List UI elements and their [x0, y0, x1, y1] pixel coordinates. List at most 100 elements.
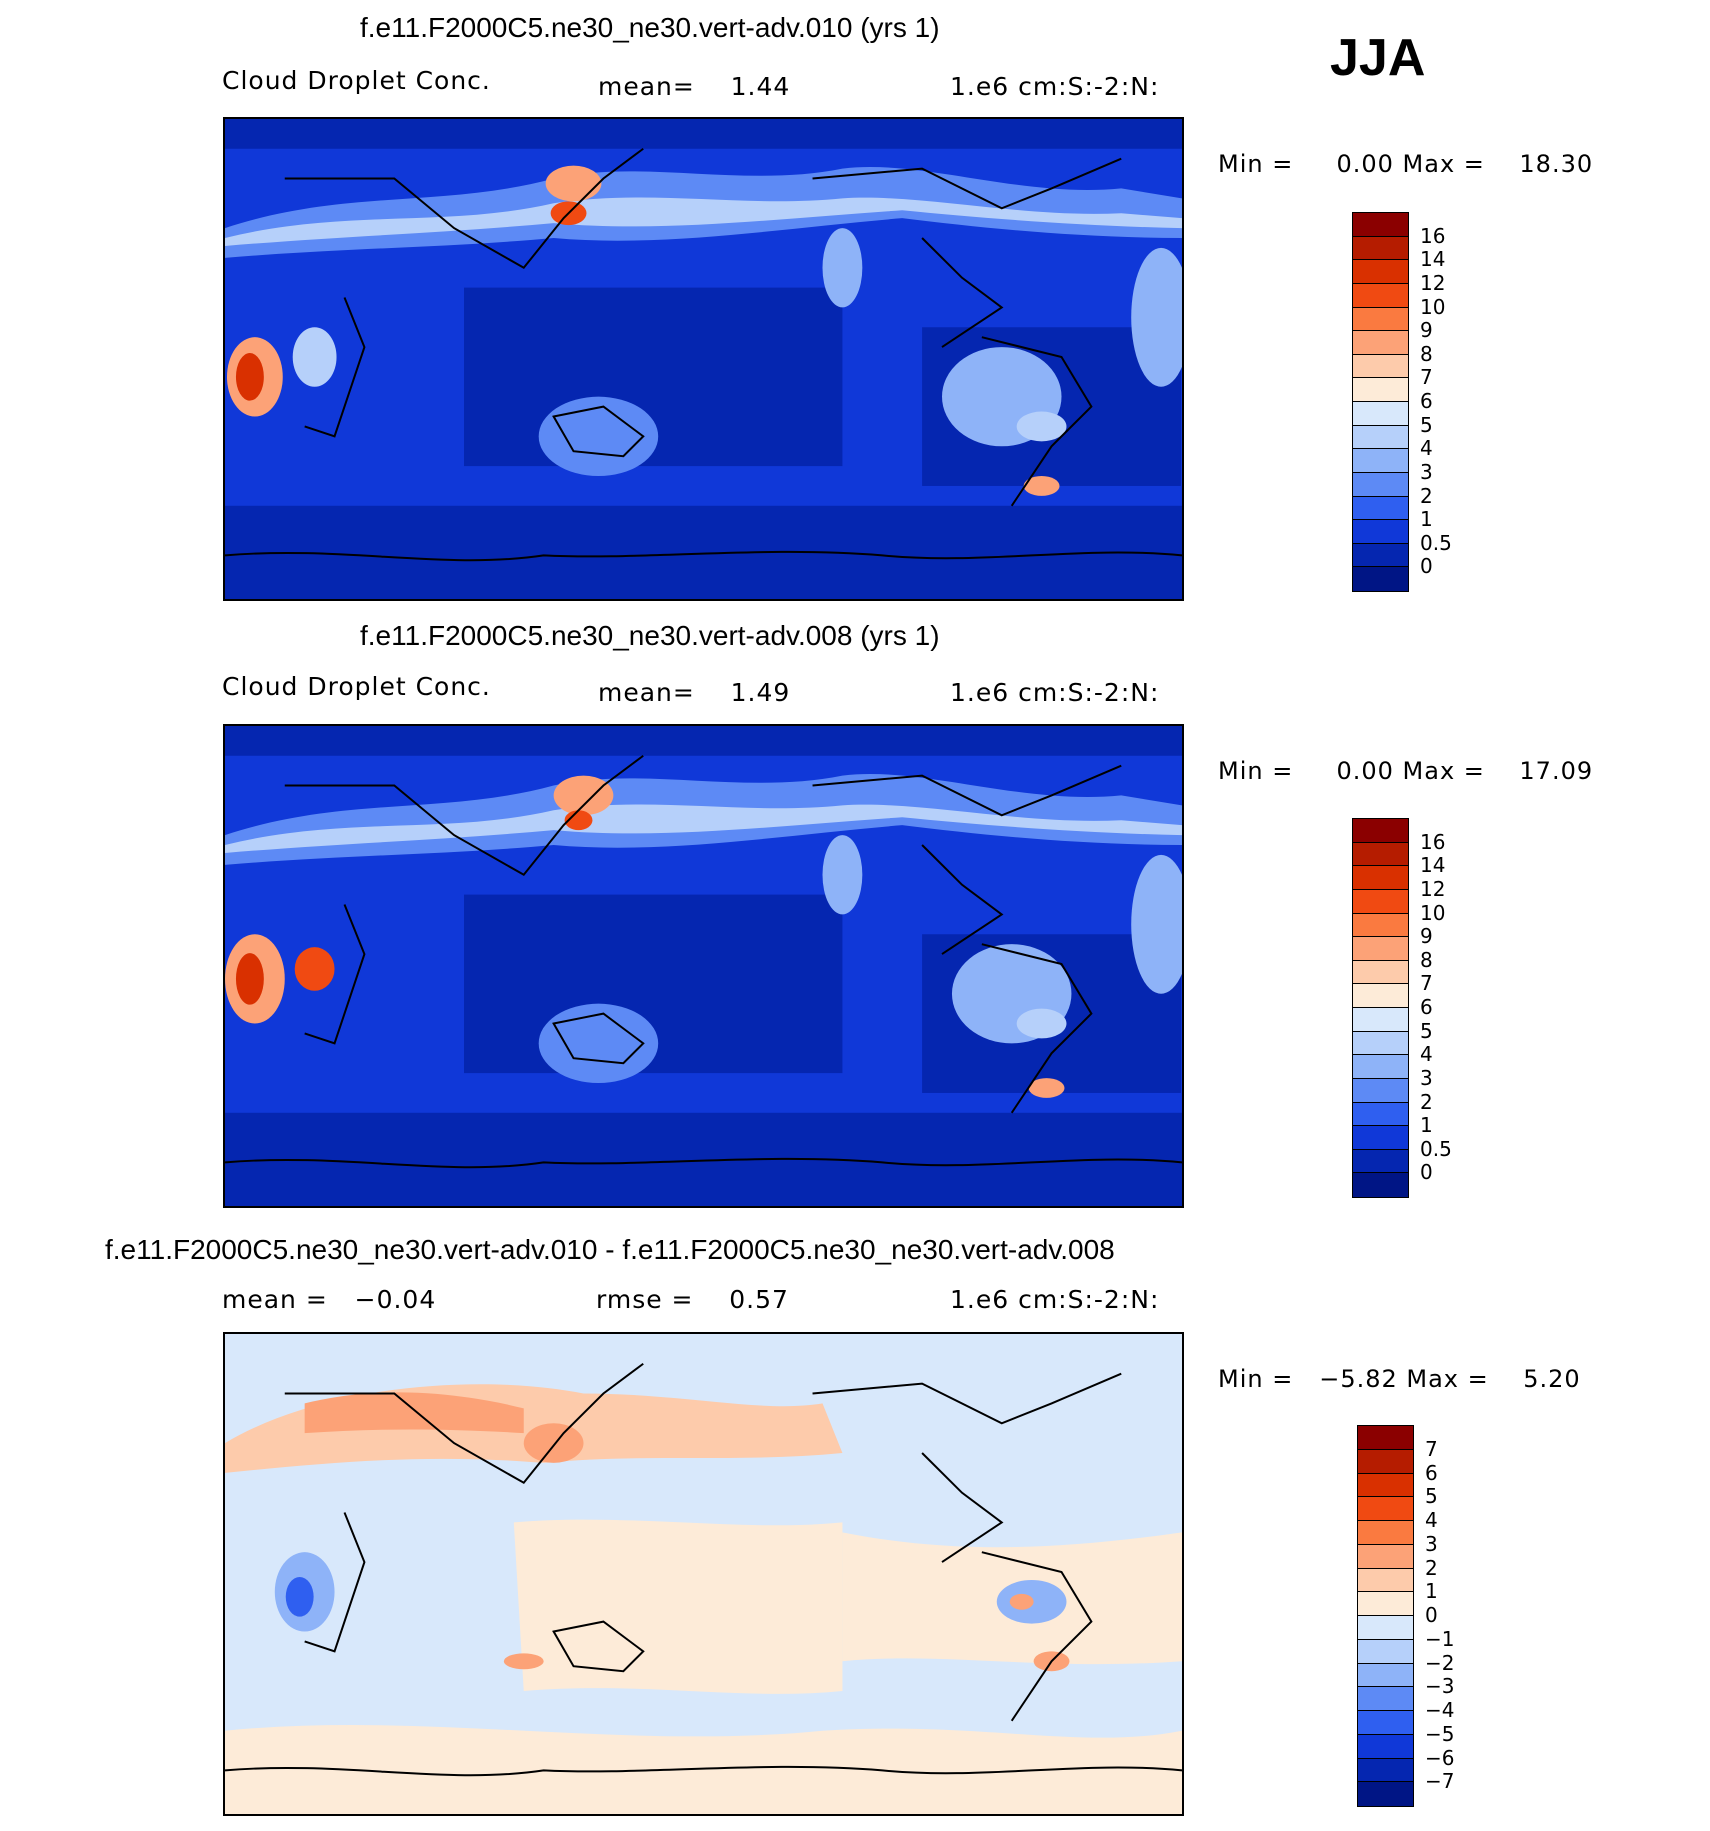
colorbar-swatch: [1358, 1568, 1413, 1593]
colorbar-label: 0: [1420, 554, 1433, 579]
colorbar-label: 16: [1420, 223, 1446, 248]
colorbar-swatch: [1353, 1173, 1408, 1197]
colorbar-label: 3: [1420, 1065, 1433, 1090]
colorbar-label: −4: [1425, 1698, 1455, 1722]
colorbar-label: 8: [1420, 341, 1433, 366]
colorbar-swatch: [1353, 307, 1408, 332]
colorbar-swatch: [1353, 260, 1408, 284]
colorbar-swatch: [1358, 1426, 1413, 1450]
colorbar-swatch: [1353, 567, 1408, 591]
colorbar-swatch: [1353, 1078, 1408, 1103]
colorbar-label: 0.5: [1420, 530, 1452, 555]
colorbar-swatch: [1358, 1592, 1413, 1616]
colorbar-label: 7: [1420, 365, 1433, 390]
panel3-mean: mean = −0.04: [222, 1285, 437, 1314]
colorbar-swatch: [1353, 1102, 1408, 1127]
colorbar-label: 9: [1420, 318, 1433, 343]
colorbar-label: −5: [1425, 1721, 1455, 1746]
colorbar-label: 10: [1420, 294, 1446, 319]
panel1-colorbar: [1352, 212, 1409, 592]
colorbar-label: −1: [1425, 1626, 1455, 1651]
colorbar-label: −6: [1425, 1745, 1455, 1770]
panel1-title: f.e11.F2000C5.ne30_ne30.vert-adv.010 (yr…: [360, 12, 940, 43]
colorbar-label: 12: [1420, 270, 1446, 295]
colorbar-label: 1: [1425, 1579, 1438, 1604]
colorbar-swatch: [1353, 331, 1408, 355]
panel3-minmax: Min = −5.82 Max = 5.20: [1218, 1365, 1581, 1393]
colorbar-swatch: [1353, 425, 1408, 450]
colorbar-label: 1: [1420, 1113, 1433, 1138]
panel2-colorbar-labels: 16 14 12 10 9 8 7 6 5 4 3 2 1 0.5 0: [1420, 818, 1500, 1198]
colorbar-swatch: [1353, 472, 1408, 497]
colorbar-label: 10: [1420, 900, 1446, 925]
colorbar-label: 9: [1420, 924, 1433, 949]
colorbar-label: 6: [1425, 1460, 1438, 1485]
colorbar-label: 0: [1420, 1160, 1433, 1185]
colorbar-swatch: [1353, 1008, 1408, 1032]
colorbar-label: 3: [1425, 1531, 1438, 1556]
colorbar-swatch: [1353, 842, 1408, 867]
panel2-minmax: Min = 0.00 Max = 17.09: [1218, 757, 1594, 785]
panel1-field: Cloud Droplet Conc.: [222, 66, 491, 95]
panel3-colorbar: [1357, 1425, 1414, 1807]
colorbar-label: 12: [1420, 876, 1446, 901]
colorbar-label: 4: [1420, 436, 1433, 461]
colorbar-label: 2: [1420, 1089, 1433, 1114]
colorbar-swatch: [1353, 1031, 1408, 1056]
colorbar-swatch: [1358, 1782, 1413, 1806]
colorbar-label: 2: [1425, 1555, 1438, 1580]
colorbar-swatch: [1353, 1055, 1408, 1079]
colorbar-swatch: [1358, 1521, 1413, 1545]
colorbar-swatch: [1358, 1473, 1413, 1498]
colorbar-swatch: [1353, 354, 1408, 379]
colorbar-swatch: [1353, 937, 1408, 961]
panel3-colorbar-labels: 7 6 5 4 3 2 1 0 −1 −2 −3 −4 −5 −6 −7: [1425, 1425, 1505, 1807]
colorbar-swatch: [1353, 378, 1408, 402]
colorbar-swatch: [1353, 283, 1408, 308]
colorbar-swatch: [1353, 402, 1408, 426]
colorbar-swatch: [1358, 1497, 1413, 1521]
colorbar-swatch: [1353, 236, 1408, 261]
colorbar-label: 5: [1425, 1484, 1438, 1509]
colorbar-label: 14: [1420, 853, 1446, 878]
colorbar-swatch: [1358, 1544, 1413, 1569]
colorbar-label: −2: [1425, 1650, 1455, 1675]
colorbar-swatch: [1353, 449, 1408, 473]
colorbar-label: 7: [1420, 971, 1433, 996]
colorbar-swatch: [1358, 1687, 1413, 1711]
colorbar-swatch: [1353, 866, 1408, 890]
panel2-field: Cloud Droplet Conc.: [222, 672, 491, 701]
colorbar-swatch: [1353, 520, 1408, 544]
colorbar-label: −7: [1425, 1769, 1455, 1794]
colorbar-label: 5: [1420, 1018, 1433, 1043]
colorbar-swatch: [1353, 960, 1408, 985]
colorbar-swatch: [1358, 1449, 1413, 1474]
colorbar-swatch: [1353, 889, 1408, 914]
panel2-colorbar: [1352, 818, 1409, 1198]
colorbar-swatch: [1358, 1758, 1413, 1783]
colorbar-label: 4: [1425, 1508, 1438, 1532]
colorbar-label: 2: [1420, 483, 1433, 508]
panel2-title: f.e11.F2000C5.ne30_ne30.vert-adv.008 (yr…: [360, 620, 940, 651]
panel3-map: [223, 1332, 1184, 1816]
panel1-minmax: Min = 0.00 Max = 18.30: [1218, 150, 1594, 178]
colorbar-swatch: [1353, 1149, 1408, 1174]
colorbar-swatch: [1353, 913, 1408, 938]
panel3-rmse: rmse = 0.57: [596, 1285, 789, 1314]
colorbar-swatch: [1358, 1616, 1413, 1640]
colorbar-label: 1: [1420, 507, 1433, 532]
colorbar-swatch: [1353, 543, 1408, 568]
panel2-map: [223, 724, 1184, 1208]
colorbar-label: 8: [1420, 947, 1433, 972]
colorbar-label: 16: [1420, 829, 1446, 854]
colorbar-label: 14: [1420, 247, 1446, 272]
colorbar-swatch: [1358, 1711, 1413, 1735]
season-label: JJA: [1330, 29, 1426, 87]
colorbar-swatch: [1353, 984, 1408, 1008]
colorbar-swatch: [1353, 213, 1408, 237]
panel1-map: [223, 117, 1184, 601]
panel1-mean: mean= 1.44: [598, 72, 791, 101]
colorbar-label: −3: [1425, 1674, 1455, 1699]
colorbar-swatch: [1358, 1639, 1413, 1664]
panel2-mean: mean= 1.49: [598, 678, 791, 707]
